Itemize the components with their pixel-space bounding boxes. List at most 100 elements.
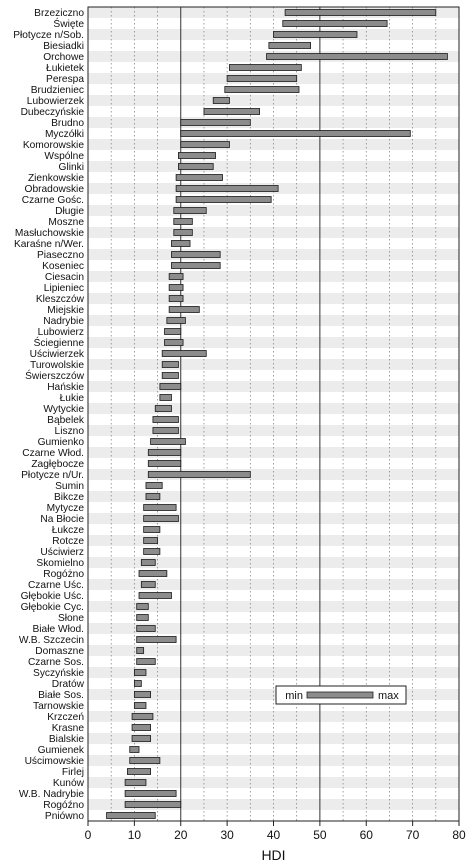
category-label: Głębokie Uśc.	[21, 591, 84, 602]
category-label: Głębokie Cyc.	[21, 602, 84, 613]
range-bar	[168, 273, 184, 280]
category-label: Syczyńskie	[33, 668, 84, 679]
x-tick-label: 40	[267, 828, 281, 842]
range-bar	[131, 735, 152, 742]
x-axis-ticks: 0 10 20 30 40 50 60 70 80	[85, 821, 466, 842]
category-label: Orchowe	[43, 52, 84, 63]
category-label: Białe Sos.	[38, 690, 84, 701]
range-bar	[131, 724, 152, 731]
range-bar	[124, 801, 182, 808]
range-bar	[168, 295, 184, 302]
range-bar	[133, 669, 147, 676]
range-bar	[268, 42, 311, 49]
category-label: Perespa	[46, 74, 84, 85]
range-bar	[175, 196, 272, 203]
range-bar	[133, 691, 152, 698]
category-label: Białe Włod.	[32, 624, 84, 635]
legend-max-label: max	[378, 690, 399, 702]
row-band	[88, 689, 459, 700]
range-bar	[136, 614, 149, 621]
range-bar	[136, 647, 145, 654]
range-bar	[150, 438, 186, 445]
range-bars	[106, 9, 448, 819]
category-label: Lubowierz	[38, 327, 84, 338]
legend: min max	[275, 685, 407, 705]
range-bar	[224, 86, 300, 93]
range-bar	[161, 372, 179, 379]
range-bar	[143, 548, 161, 555]
range-bar	[164, 328, 182, 335]
category-label: Pniówno	[45, 811, 84, 822]
category-label: Kleszczów	[36, 294, 85, 305]
range-bar	[147, 471, 251, 478]
range-bar	[140, 581, 156, 588]
range-bar	[131, 713, 154, 720]
category-label: Moszne	[48, 217, 84, 228]
category-label: Mytycze	[47, 503, 85, 514]
range-bar	[127, 768, 152, 775]
category-label: Masłuchowskie	[15, 228, 84, 239]
category-label: Łukcze	[52, 525, 85, 536]
category-label: Kunów	[53, 778, 85, 789]
category-label: W.B. Nadrybie	[19, 789, 84, 800]
category-label: Wytyckie	[43, 404, 84, 415]
range-bar	[166, 317, 186, 324]
category-label: Karaśne n/Wer.	[14, 239, 84, 250]
category-label: Święte	[53, 17, 84, 30]
category-label: Rotcze	[52, 536, 84, 547]
category-label: Tarnowskie	[33, 701, 84, 712]
category-label: W.B. Szczecin	[19, 635, 84, 646]
x-tick-label: 60	[360, 828, 374, 842]
range-bar	[282, 20, 388, 27]
range-bar	[229, 64, 302, 71]
range-bar	[136, 603, 149, 610]
category-label: Komorowskie	[23, 140, 84, 151]
range-bar	[152, 427, 179, 434]
range-bar	[133, 702, 147, 709]
row-band	[88, 293, 459, 304]
category-label: Dratów	[52, 679, 85, 690]
category-label: Biesiadki	[43, 41, 84, 52]
range-bar	[284, 9, 437, 16]
row-band	[88, 337, 459, 348]
row-band	[88, 733, 459, 744]
range-bar	[143, 515, 179, 522]
range-bar	[168, 306, 200, 313]
category-label: Czarne Gośc.	[22, 195, 84, 206]
range-bar	[145, 493, 161, 500]
x-tick-label: 80	[452, 828, 466, 842]
range-bar	[147, 460, 182, 467]
range-bar	[143, 537, 158, 544]
category-label: Miejskie	[47, 305, 84, 316]
category-label: Uściwierzek	[30, 349, 85, 360]
range-bar	[147, 449, 182, 456]
row-band	[88, 513, 459, 524]
row-band	[88, 601, 459, 612]
row-band	[88, 205, 459, 216]
row-band	[88, 777, 459, 788]
row-band	[88, 557, 459, 568]
range-bar	[173, 229, 193, 236]
range-bar	[140, 559, 156, 566]
category-label: Gumienko	[38, 437, 85, 448]
category-label: Płotycze n/Ur.	[21, 470, 84, 481]
category-label: Wspólne	[44, 151, 84, 162]
range-bar	[266, 53, 448, 60]
category-label: Bikcze	[54, 492, 84, 503]
category-label: Liszno	[55, 426, 85, 437]
category-label: Brudno	[51, 118, 84, 129]
category-label: Zienkowskie	[28, 173, 84, 184]
row-band	[88, 117, 459, 128]
category-label: Uścimowskie	[25, 756, 85, 767]
category-label: Długie	[55, 206, 84, 217]
category-label: Bialskie	[49, 734, 84, 745]
category-label: Dubeczyńskie	[21, 107, 85, 118]
range-bar	[180, 130, 411, 137]
range-bar	[133, 680, 142, 687]
category-label: Na Błocie	[40, 514, 84, 525]
category-label: Krzczeń	[47, 712, 84, 723]
category-label: Krasne	[52, 723, 85, 734]
range-bar	[154, 405, 172, 412]
row-band	[88, 161, 459, 172]
